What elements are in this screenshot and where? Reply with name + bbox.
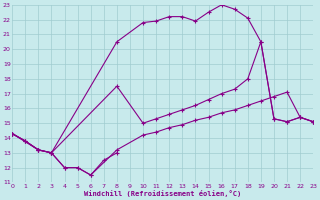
X-axis label: Windchill (Refroidissement éolien,°C): Windchill (Refroidissement éolien,°C) [84, 190, 241, 197]
